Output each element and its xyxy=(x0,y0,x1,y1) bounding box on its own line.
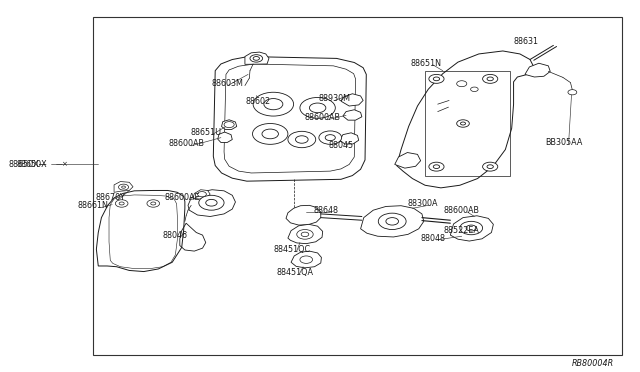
Circle shape xyxy=(460,221,483,235)
Text: 88930M: 88930M xyxy=(319,94,351,103)
Circle shape xyxy=(429,162,444,171)
Circle shape xyxy=(483,162,498,171)
Text: 88602: 88602 xyxy=(245,97,270,106)
Circle shape xyxy=(309,103,326,113)
Circle shape xyxy=(300,256,312,263)
Circle shape xyxy=(253,57,259,60)
Polygon shape xyxy=(341,94,363,106)
Polygon shape xyxy=(286,205,321,225)
Circle shape xyxy=(198,192,206,197)
Circle shape xyxy=(460,122,465,125)
Text: 88651U: 88651U xyxy=(190,128,221,137)
Circle shape xyxy=(466,225,476,231)
Polygon shape xyxy=(451,216,493,241)
Circle shape xyxy=(151,202,156,205)
Polygon shape xyxy=(291,251,321,268)
Circle shape xyxy=(288,131,316,148)
Text: 88048: 88048 xyxy=(420,234,445,243)
Text: 88451QC: 88451QC xyxy=(274,245,311,254)
Text: 88600AB: 88600AB xyxy=(444,206,480,215)
Polygon shape xyxy=(397,51,534,188)
Polygon shape xyxy=(343,110,362,120)
Polygon shape xyxy=(360,206,424,237)
Text: 88046: 88046 xyxy=(163,231,188,240)
Text: 88522EA: 88522EA xyxy=(444,226,479,235)
Circle shape xyxy=(457,81,467,87)
Circle shape xyxy=(487,165,493,169)
Circle shape xyxy=(325,135,335,141)
Circle shape xyxy=(199,195,224,210)
Text: 88300A: 88300A xyxy=(408,199,438,208)
Text: —×: —× xyxy=(56,161,68,167)
Circle shape xyxy=(433,77,440,81)
Text: 88648: 88648 xyxy=(314,206,339,215)
Circle shape xyxy=(300,97,335,118)
Text: 88631: 88631 xyxy=(514,37,539,46)
Text: 88451QA: 88451QA xyxy=(277,268,314,277)
Circle shape xyxy=(253,92,294,116)
Text: 88600AB: 88600AB xyxy=(304,113,340,122)
Circle shape xyxy=(147,200,159,207)
Circle shape xyxy=(119,202,124,205)
Circle shape xyxy=(118,184,129,190)
Text: 88600AB: 88600AB xyxy=(168,140,204,148)
Circle shape xyxy=(264,99,283,110)
Circle shape xyxy=(470,87,478,92)
Polygon shape xyxy=(221,120,237,129)
Polygon shape xyxy=(188,190,236,217)
Circle shape xyxy=(429,74,444,83)
Text: 88045: 88045 xyxy=(328,141,353,150)
Polygon shape xyxy=(340,133,358,144)
Circle shape xyxy=(296,136,308,143)
Circle shape xyxy=(568,90,577,95)
Text: 88603M: 88603M xyxy=(212,79,244,88)
Text: 88650X—: 88650X— xyxy=(8,160,47,169)
Circle shape xyxy=(205,199,217,206)
Text: 88661N: 88661N xyxy=(78,201,109,210)
Circle shape xyxy=(386,218,399,225)
Circle shape xyxy=(487,77,493,81)
Circle shape xyxy=(457,120,469,127)
Circle shape xyxy=(253,124,288,144)
Text: RB80004R: RB80004R xyxy=(572,359,614,368)
Circle shape xyxy=(262,129,278,139)
Circle shape xyxy=(319,131,342,144)
Bar xyxy=(93,17,622,355)
Circle shape xyxy=(122,186,125,188)
Text: BB305AA: BB305AA xyxy=(545,138,583,147)
Circle shape xyxy=(224,122,234,128)
Circle shape xyxy=(483,74,498,83)
Polygon shape xyxy=(218,132,232,142)
Polygon shape xyxy=(245,52,269,64)
Circle shape xyxy=(297,230,313,239)
Polygon shape xyxy=(97,190,185,272)
Polygon shape xyxy=(213,57,366,181)
Circle shape xyxy=(433,165,440,169)
Polygon shape xyxy=(395,153,420,168)
Polygon shape xyxy=(525,63,550,77)
Polygon shape xyxy=(193,190,210,199)
Text: 88650X: 88650X xyxy=(17,160,47,169)
Text: 88670Y: 88670Y xyxy=(96,193,126,202)
Polygon shape xyxy=(114,182,133,192)
Polygon shape xyxy=(288,224,323,244)
Text: 88651N: 88651N xyxy=(411,59,442,68)
Circle shape xyxy=(301,232,308,237)
Circle shape xyxy=(115,200,128,207)
Text: 88600AE: 88600AE xyxy=(164,193,200,202)
Circle shape xyxy=(378,213,406,230)
Circle shape xyxy=(250,55,262,62)
